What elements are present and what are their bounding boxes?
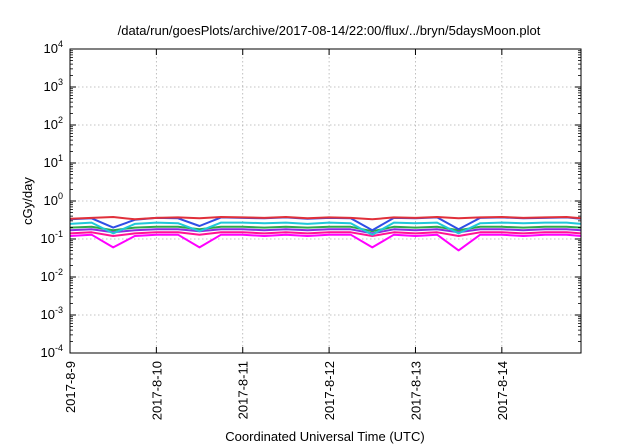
series-line xyxy=(69,221,582,236)
series-line xyxy=(69,225,582,233)
x-tick-label: 2017-8-11 xyxy=(236,361,251,419)
y-tick-label: 100 xyxy=(44,191,63,208)
x-tick-label: 2017-8-14 xyxy=(495,361,510,420)
y-tick-label: 102 xyxy=(44,115,63,132)
grid xyxy=(70,49,581,353)
series-line xyxy=(69,233,582,252)
series-line xyxy=(69,231,582,237)
y-tick-label: 10-3 xyxy=(41,305,63,322)
series-layer xyxy=(69,216,582,252)
y-tick-label: 10-2 xyxy=(41,267,63,284)
series-line xyxy=(69,216,582,221)
x-axis: 2017-8-9 2017-8-10 2017-8-11 2017-8-12 2017-… xyxy=(63,49,510,420)
y-tick-label: 10-1 xyxy=(41,229,63,246)
x-tick-label: 2017-8-12 xyxy=(322,361,337,420)
x-tick-label: 2017-8-9 xyxy=(63,361,78,413)
y-axis-label: cGy/day xyxy=(20,177,35,225)
y-tick-label: 101 xyxy=(44,153,63,170)
y-tick-label: 104 xyxy=(44,39,63,56)
x-tick-label: 2017-8-10 xyxy=(149,361,164,420)
series-line xyxy=(69,228,582,235)
y-tick-label: 10-4 xyxy=(41,343,63,360)
x-axis-label: Coordinated Universal Time (UTC) xyxy=(225,429,424,444)
y-tick-label: 103 xyxy=(44,77,63,94)
chart-title: /data/run/goesPlots/archive/2017-08-14/2… xyxy=(118,23,541,38)
x-tick-label: 2017-8-13 xyxy=(408,361,423,420)
y-axis: 10-4 10-3 10-2 10-1 100 101 102 103 104 xyxy=(41,39,581,360)
